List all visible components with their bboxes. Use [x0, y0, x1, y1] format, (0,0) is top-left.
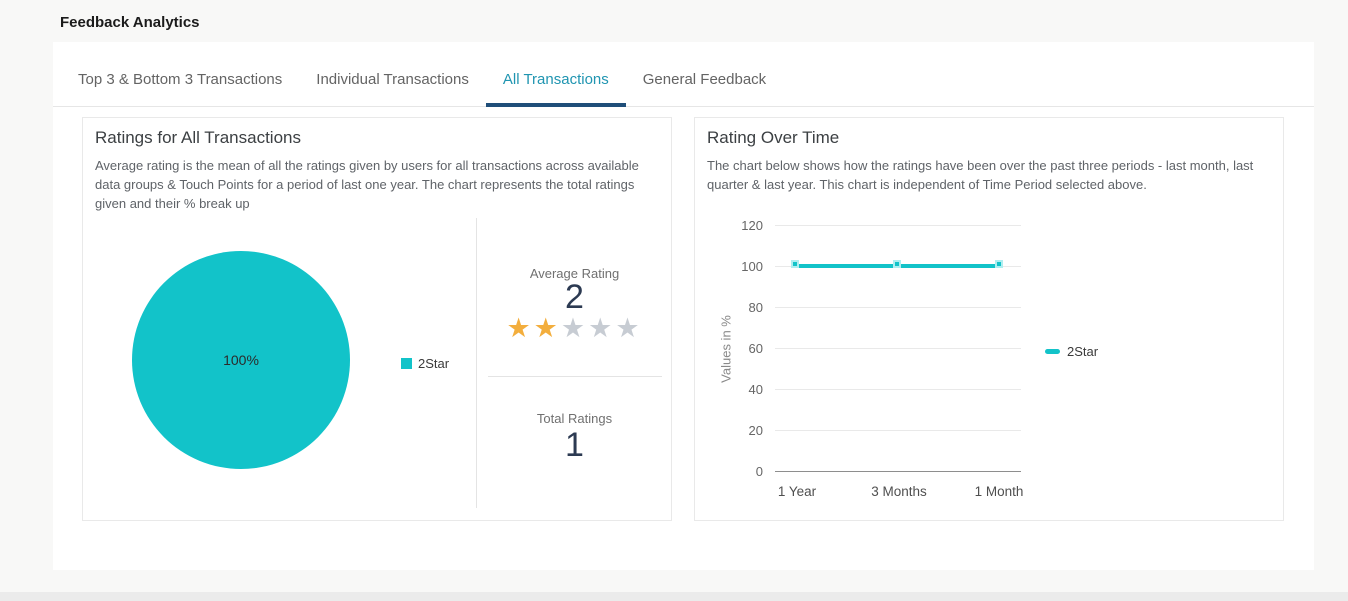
- gridline: [775, 389, 1021, 390]
- card-description: The chart below shows how the ratings ha…: [707, 158, 1254, 192]
- tab-general-feedback[interactable]: General Feedback: [642, 71, 767, 88]
- gridline: [775, 307, 1021, 308]
- total-ratings-value: 1: [565, 426, 584, 464]
- average-rating-value: 2: [565, 278, 584, 316]
- horizontal-divider: [488, 376, 662, 377]
- y-axis-title: Values in %: [718, 315, 734, 383]
- data-point-1year[interactable]: [791, 260, 799, 268]
- legend-label: 2Star: [1067, 343, 1099, 359]
- star-icon: ★: [588, 313, 616, 343]
- pie-slice-label: 100%: [223, 352, 259, 368]
- line-chart-legend[interactable]: 2Star: [1045, 343, 1098, 359]
- gridline: [775, 348, 1021, 349]
- card-title: Ratings for All Transactions: [95, 128, 301, 147]
- rating-over-time-card: Rating Over Time The chart below shows h…: [694, 117, 1284, 521]
- star-icon: ★: [506, 313, 534, 343]
- star-rating: ★★★★★: [476, 313, 673, 344]
- y-tick-label: 100: [741, 259, 763, 274]
- legend-label: 2Star: [418, 356, 450, 371]
- star-icon: ★: [560, 313, 589, 343]
- main-panel: Top 3 & Bottom 3 Transactions Individual…: [53, 42, 1314, 570]
- ratings-pie-chart[interactable]: 100%: [132, 251, 350, 469]
- total-ratings-label: Total Ratings: [536, 411, 613, 426]
- y-tick-label: 80: [748, 300, 763, 315]
- gridline: [775, 430, 1021, 431]
- x-tick-label: 1 Year: [777, 484, 817, 499]
- bottom-scroll-strip[interactable]: [0, 592, 1348, 601]
- gridline: [775, 225, 1021, 226]
- vertical-divider: [476, 218, 477, 508]
- x-tick-label: 3 Months: [871, 484, 927, 499]
- x-axis-line: [775, 471, 1021, 472]
- y-tick-label: 40: [748, 382, 763, 397]
- tab-individual-transactions[interactable]: Individual Transactions: [316, 71, 469, 88]
- tab-bar: Top 3 & Bottom 3 Transactions Individual…: [53, 42, 1314, 107]
- y-tick-label: 60: [748, 341, 763, 356]
- y-tick-label: 0: [755, 464, 763, 479]
- card-description: Average rating is the mean of all the ra…: [95, 158, 639, 211]
- data-point-3months[interactable]: [893, 260, 901, 268]
- average-rating-label: Average Rating: [529, 266, 620, 281]
- pie-legend[interactable]: 2Star: [401, 356, 449, 371]
- x-tick-label: 1 Month: [974, 484, 1024, 499]
- data-point-1month[interactable]: [995, 260, 1003, 268]
- star-icon: ★: [533, 313, 561, 343]
- legend-line-swatch-icon: [1045, 348, 1060, 354]
- star-icon: ★: [615, 313, 643, 343]
- card-title: Rating Over Time: [707, 128, 840, 147]
- page-title: Feedback Analytics: [60, 14, 200, 31]
- tab-all-transactions[interactable]: All Transactions: [485, 47, 626, 107]
- tab-top3-bottom3-transactions[interactable]: Top 3 & Bottom 3 Transactions: [78, 71, 283, 88]
- y-tick-label: 120: [741, 218, 763, 233]
- ratings-all-transactions-card: Ratings for All Transactions Average rat…: [82, 117, 672, 521]
- legend-swatch-icon: [401, 358, 412, 369]
- y-tick-label: 20: [748, 423, 763, 438]
